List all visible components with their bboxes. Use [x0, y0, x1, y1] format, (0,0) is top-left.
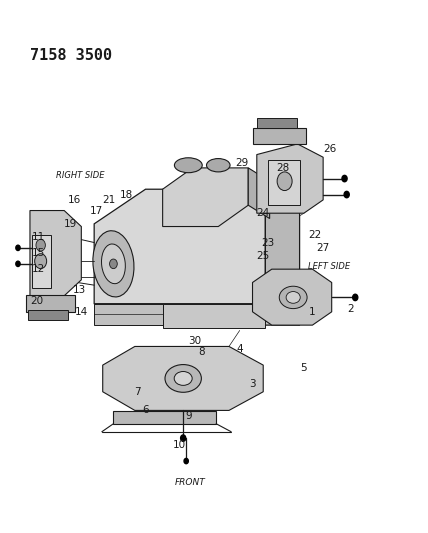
Ellipse shape — [36, 239, 45, 251]
Bar — [26, 295, 75, 312]
Ellipse shape — [101, 244, 125, 284]
Ellipse shape — [165, 365, 202, 392]
Polygon shape — [253, 269, 332, 325]
Ellipse shape — [286, 292, 300, 303]
Polygon shape — [94, 304, 163, 325]
Text: 12: 12 — [32, 264, 45, 274]
Ellipse shape — [277, 172, 292, 190]
Text: 30: 30 — [188, 336, 201, 346]
Text: 6: 6 — [142, 406, 149, 415]
Bar — [257, 118, 297, 128]
Text: 15: 15 — [32, 248, 45, 258]
Text: 19: 19 — [64, 219, 77, 229]
Text: 17: 17 — [90, 206, 103, 215]
Text: 2: 2 — [348, 304, 354, 314]
Text: 24: 24 — [257, 208, 270, 218]
Ellipse shape — [206, 159, 230, 172]
Circle shape — [184, 458, 188, 464]
Text: 27: 27 — [317, 243, 330, 253]
Circle shape — [16, 261, 20, 266]
Text: 5: 5 — [300, 363, 307, 373]
Text: 22: 22 — [308, 230, 321, 239]
Text: 7: 7 — [134, 387, 140, 397]
Text: 9: 9 — [185, 411, 192, 421]
Polygon shape — [103, 346, 263, 410]
Text: 25: 25 — [257, 251, 270, 261]
Text: 26: 26 — [323, 144, 336, 154]
Text: 10: 10 — [173, 440, 186, 450]
Text: 14: 14 — [75, 307, 88, 317]
Text: 28: 28 — [276, 163, 289, 173]
Polygon shape — [163, 304, 265, 328]
Polygon shape — [30, 211, 81, 296]
Circle shape — [353, 294, 358, 301]
Circle shape — [344, 191, 349, 198]
Text: 1: 1 — [309, 307, 316, 317]
Ellipse shape — [279, 286, 307, 309]
Circle shape — [16, 245, 20, 251]
Bar — [253, 128, 306, 144]
Text: 23: 23 — [261, 238, 274, 247]
Ellipse shape — [110, 259, 117, 269]
Text: 4: 4 — [236, 344, 243, 354]
Ellipse shape — [93, 231, 134, 297]
Circle shape — [181, 435, 186, 441]
Text: RIGHT SIDE: RIGHT SIDE — [56, 172, 104, 180]
Circle shape — [342, 175, 347, 182]
Text: 7158 3500: 7158 3500 — [30, 48, 112, 63]
Text: 13: 13 — [73, 286, 86, 295]
Text: 11: 11 — [32, 232, 45, 242]
Bar — [28, 310, 68, 320]
Text: 8: 8 — [198, 347, 205, 357]
Ellipse shape — [174, 372, 192, 385]
Bar — [32, 235, 51, 288]
Text: 20: 20 — [30, 296, 43, 306]
Bar — [268, 160, 300, 205]
Polygon shape — [257, 144, 323, 213]
Text: LEFT SIDE: LEFT SIDE — [308, 262, 350, 271]
Ellipse shape — [175, 158, 202, 173]
Text: 21: 21 — [103, 195, 116, 205]
Bar — [113, 411, 216, 424]
Polygon shape — [248, 168, 270, 219]
Ellipse shape — [35, 254, 47, 269]
Polygon shape — [265, 189, 300, 325]
Polygon shape — [94, 189, 265, 304]
Text: 3: 3 — [249, 379, 256, 389]
Polygon shape — [94, 304, 300, 325]
Text: FRONT: FRONT — [175, 478, 206, 487]
Polygon shape — [163, 168, 248, 227]
Text: 18: 18 — [120, 190, 133, 199]
Text: 29: 29 — [235, 158, 248, 167]
Text: 16: 16 — [68, 195, 81, 205]
